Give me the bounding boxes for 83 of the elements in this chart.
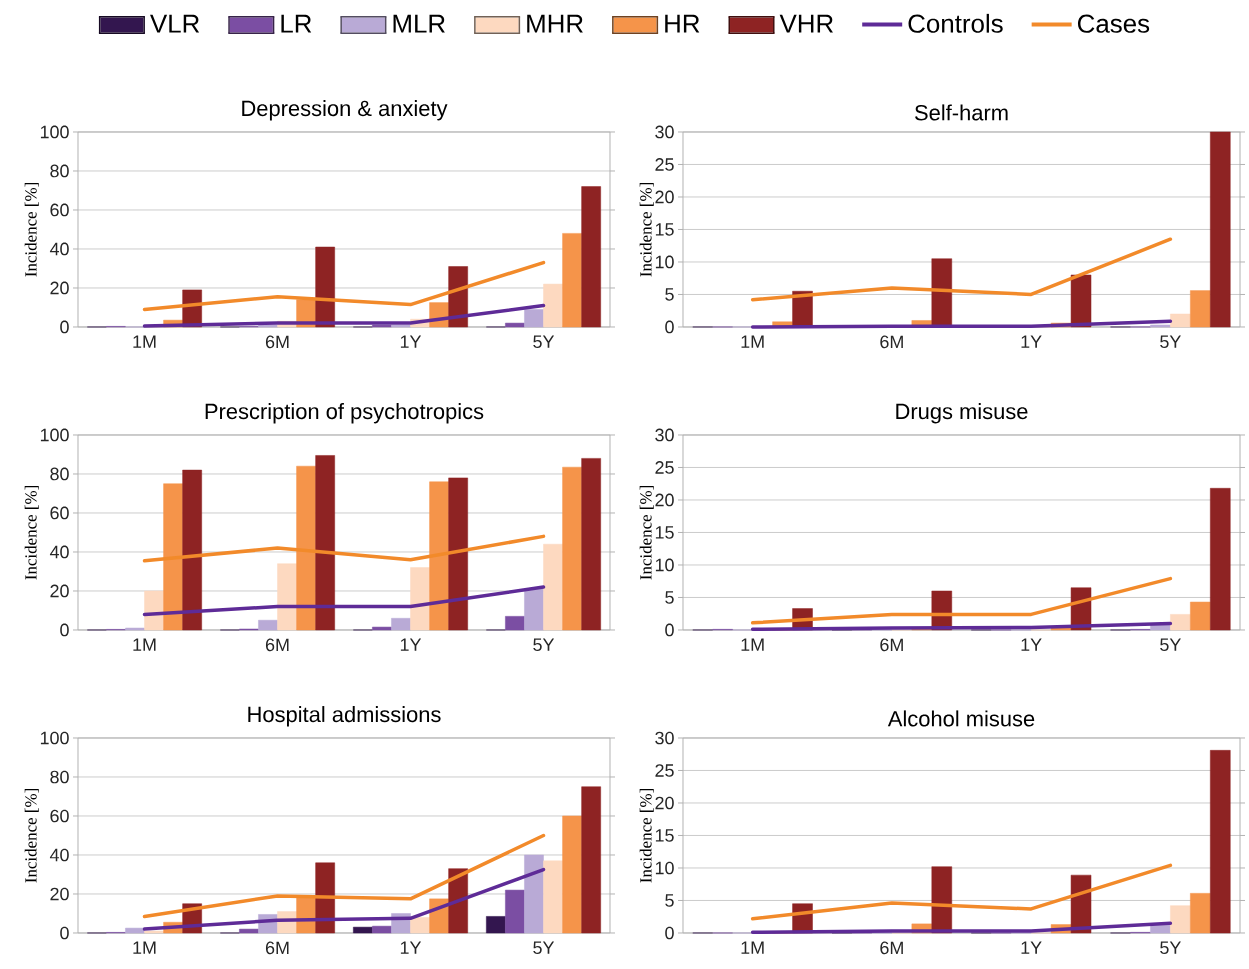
legend-label: VLR — [150, 14, 200, 33]
y-tick-label: 10 — [655, 255, 674, 269]
chart-title: Self-harm — [915, 104, 1008, 121]
x-tick-label: 1Y — [1021, 335, 1042, 348]
y-axis-title: Incidence [%] — [24, 486, 39, 580]
y-tick-label: 25 — [655, 158, 674, 171]
y-tick-label: 80 — [50, 467, 69, 481]
y-tick-label: 0 — [665, 320, 674, 334]
y-tick-label: 40 — [49, 242, 69, 256]
y-tick-label: 40 — [49, 545, 69, 559]
y-tick-label: 15 — [655, 829, 674, 842]
x-tick-label: 1M — [741, 638, 764, 651]
x-tick-label: 6M — [265, 638, 289, 652]
y-tick-label: 20 — [50, 584, 69, 598]
y-tick-label: 100 — [40, 731, 69, 745]
x-tick-label: 6M — [880, 638, 903, 652]
x-tick-label: 1Y — [400, 638, 422, 651]
chart-title: Drugs misuse — [896, 403, 1028, 424]
x-tick-label: 5Y — [533, 335, 555, 349]
y-tick-label: 30 — [655, 731, 674, 745]
x-tick-label: 5Y — [1160, 941, 1181, 955]
y-tick-label: 0 — [665, 623, 674, 637]
y-tick-label: 0 — [60, 623, 69, 637]
y-tick-label: 5 — [665, 591, 674, 604]
x-tick-label: 1M — [133, 335, 156, 348]
x-tick-label: 5Y — [1160, 638, 1181, 652]
y-tick-label: 20 — [50, 887, 69, 901]
legend-label: VHR — [779, 14, 833, 33]
x-tick-label: 1M — [741, 941, 764, 954]
x-tick-label: 1M — [741, 335, 764, 348]
y-tick-label: 15 — [655, 223, 674, 236]
y-tick-label: 20 — [655, 493, 674, 507]
legend-label: LR — [281, 14, 312, 33]
legend-label: Controls — [908, 13, 1003, 33]
x-tick-label: 6M — [265, 335, 289, 349]
x-tick-label: 5Y — [533, 638, 555, 652]
y-tick-label: 10 — [655, 558, 674, 572]
y-axis-title: Incidence [%] — [639, 789, 654, 883]
x-tick-label: 1Y — [1021, 638, 1042, 651]
chart-title: Hospital admissions — [248, 706, 441, 727]
y-tick-label: 15 — [655, 526, 674, 539]
x-tick-label: 1M — [133, 941, 156, 954]
y-tick-label: 100 — [40, 125, 69, 139]
chart-title: Depression & anxiety — [242, 100, 448, 121]
y-tick-label: 30 — [655, 428, 674, 442]
x-tick-label: 1Y — [400, 335, 422, 348]
x-tick-label: 5Y — [533, 941, 555, 955]
legend-label: Cases — [1077, 14, 1150, 33]
legend-label: MHR — [527, 14, 583, 33]
legend-label: MLR — [393, 14, 445, 33]
y-tick-label: 5 — [665, 288, 674, 301]
y-tick-label: 80 — [50, 770, 69, 784]
legend-label: HR — [665, 14, 700, 33]
y-tick-label: 60 — [50, 506, 69, 520]
y-tick-label: 25 — [655, 461, 674, 474]
y-tick-label: 80 — [50, 164, 69, 178]
y-tick-label: 0 — [665, 926, 674, 940]
y-tick-label: 40 — [49, 848, 69, 862]
y-axis-title: Incidence [%] — [639, 183, 654, 277]
y-tick-label: 20 — [50, 281, 69, 295]
y-tick-label: 5 — [665, 894, 674, 907]
x-tick-label: 1Y — [400, 941, 422, 954]
x-tick-label: 6M — [880, 941, 903, 955]
y-axis-title: Incidence [%] — [24, 789, 39, 883]
y-tick-label: 20 — [655, 190, 674, 204]
y-axis-title: Incidence [%] — [639, 486, 654, 580]
x-tick-label: 1M — [133, 638, 156, 651]
x-tick-label: 6M — [880, 335, 903, 349]
x-tick-label: 6M — [265, 941, 289, 955]
y-tick-label: 0 — [60, 926, 69, 940]
y-tick-label: 30 — [655, 125, 674, 139]
x-tick-label: 5Y — [1160, 335, 1181, 349]
chart-title: Prescription of psychotropics — [205, 403, 484, 424]
chart-title: Alcohol misuse — [887, 710, 1035, 727]
y-tick-label: 10 — [655, 861, 674, 875]
y-tick-label: 60 — [50, 203, 69, 217]
y-tick-label: 100 — [40, 428, 69, 442]
y-tick-label: 20 — [655, 796, 674, 810]
y-tick-label: 25 — [655, 764, 674, 777]
y-tick-label: 60 — [50, 809, 69, 823]
y-axis-title: Incidence [%] — [24, 183, 39, 277]
y-tick-label: 0 — [60, 320, 69, 334]
x-tick-label: 1Y — [1021, 941, 1042, 954]
